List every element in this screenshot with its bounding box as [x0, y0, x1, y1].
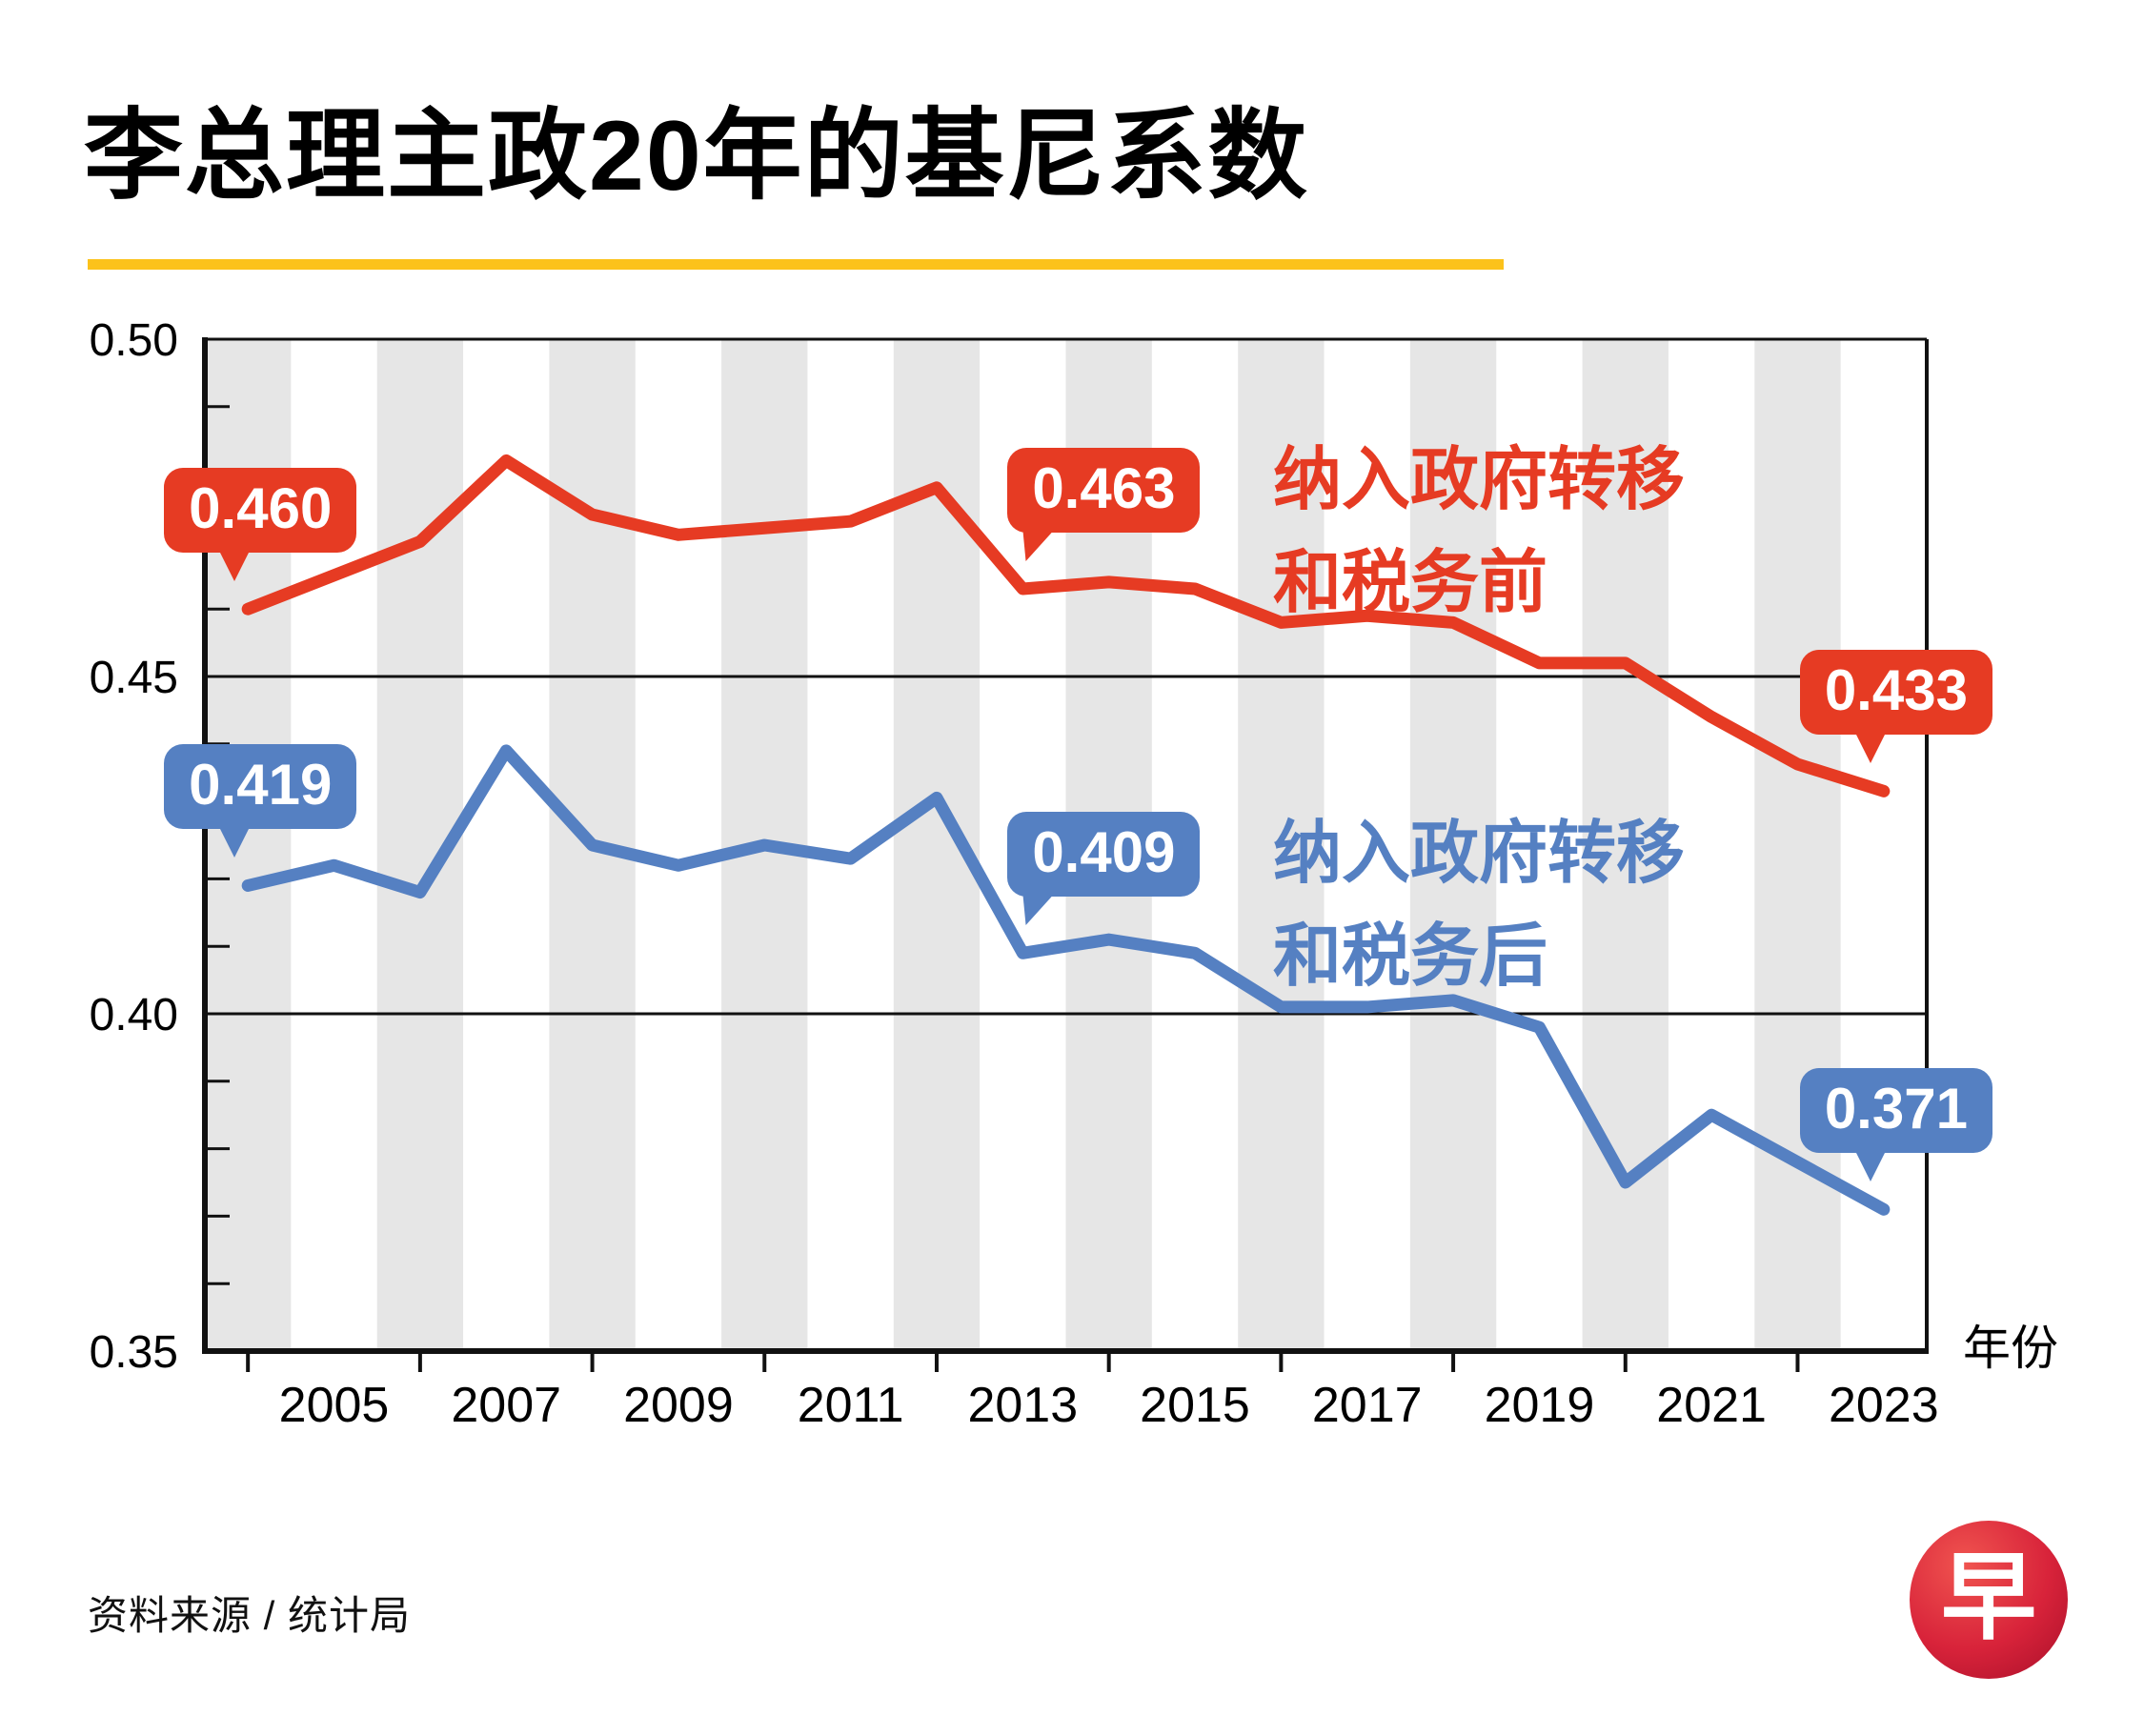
x-tick-label: 2009	[623, 1378, 734, 1433]
x-tick-label: 2005	[279, 1378, 390, 1433]
year-stripe	[1754, 339, 1841, 1351]
year-stripe	[1238, 339, 1325, 1351]
x-tick-label: 2011	[798, 1378, 904, 1433]
series-line-1	[241, 744, 1891, 1216]
year-stripe	[205, 339, 292, 1351]
x-tick-label: 2023	[1829, 1378, 1939, 1433]
x-tick-label: 2019	[1485, 1378, 1595, 1433]
x-axis-title: 年份	[1963, 1322, 2058, 1375]
year-stripe	[1582, 339, 1669, 1351]
page-title: 李总理主政20年的基尼系数	[84, 101, 1309, 212]
y-tick-label: 0.40	[90, 990, 178, 1040]
x-tick-label: 2013	[967, 1378, 1078, 1433]
x-tick-label: 2007	[451, 1378, 561, 1433]
y-tick-label: 0.50	[90, 315, 178, 366]
title-underline	[88, 259, 1504, 270]
y-tick-label: 0.35	[90, 1327, 178, 1378]
x-tick-label: 2021	[1656, 1378, 1767, 1433]
year-stripe	[1065, 339, 1152, 1351]
zaobao-logo-glyph: 早	[1941, 1544, 2036, 1651]
zaobao-logo: 早	[1910, 1521, 2068, 1679]
series-line-0	[241, 454, 1891, 797]
x-tick-label: 2015	[1140, 1378, 1250, 1433]
x-tick-label: 2017	[1312, 1378, 1423, 1433]
y-tick-label: 0.45	[90, 653, 178, 703]
source-note: 资料来源 / 统计局	[88, 1593, 412, 1638]
year-stripe	[1409, 339, 1497, 1351]
